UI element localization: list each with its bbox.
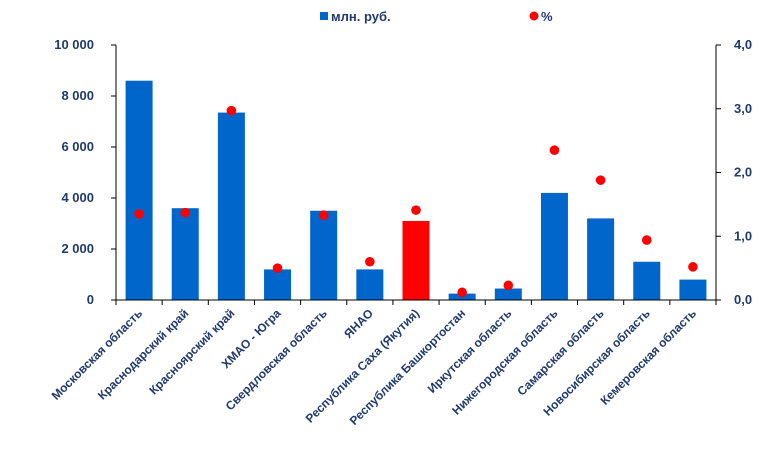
bar: [587, 218, 615, 300]
legend-swatch-bar: [320, 12, 328, 20]
right-tick-label: 4,0: [734, 37, 752, 52]
bar: [633, 261, 661, 300]
right-y-axis: 0,0 1,0 2,0 3,0 4,0: [715, 37, 752, 307]
percent-point: [411, 205, 421, 215]
percent-point: [134, 209, 144, 219]
bar: [171, 208, 199, 300]
category-label: Краснодарский край: [95, 306, 191, 402]
percent-point: [226, 105, 237, 116]
category-label: Самарская область: [514, 306, 606, 398]
bar: [264, 269, 292, 300]
bar: [356, 269, 384, 300]
bar: [540, 192, 568, 300]
percent-point: [688, 262, 698, 272]
bar: [494, 288, 522, 300]
right-tick-label: 2,0: [734, 165, 752, 180]
bar-series: [125, 80, 707, 300]
left-y-axis: 0 2 000 4 000 6 000 8 000 10 000: [54, 37, 117, 307]
percent-point: [180, 207, 191, 218]
bar: [310, 210, 338, 300]
left-tick-label: 6 000: [61, 139, 94, 154]
bar: [679, 279, 707, 300]
left-tick-label: 10 000: [54, 37, 94, 52]
left-tick-label: 2 000: [61, 241, 94, 256]
percent-point: [318, 210, 329, 221]
percent-point: [365, 256, 375, 267]
category-label: Московская область: [49, 306, 145, 402]
percent-point: [503, 280, 514, 291]
percent-point: [272, 263, 283, 273]
legend-label: %: [541, 9, 553, 24]
bar: [217, 112, 245, 300]
bar: [402, 220, 430, 300]
category-label: Красноярский край: [146, 306, 237, 397]
left-tick-label: 0: [87, 292, 94, 307]
left-tick-label: 8 000: [61, 88, 94, 103]
percent-point: [595, 175, 606, 185]
category-label: ЯНАО: [341, 306, 376, 341]
bar: [125, 80, 153, 300]
percent-point: [549, 145, 560, 155]
left-tick-label: 4 000: [61, 190, 94, 205]
legend-label: млн. руб.: [331, 9, 391, 24]
legend: млн. руб.%: [320, 9, 553, 24]
right-tick-label: 0,0: [734, 292, 752, 307]
category-label: Иркутская область: [425, 306, 515, 396]
legend-swatch-dot: [529, 11, 539, 21]
right-tick-label: 1,0: [734, 228, 752, 243]
percent-series: [134, 105, 698, 298]
category-label: Кемеровская область: [598, 306, 699, 407]
percent-point: [641, 235, 652, 245]
percent-point: [457, 287, 467, 298]
right-tick-label: 3,0: [734, 101, 752, 116]
